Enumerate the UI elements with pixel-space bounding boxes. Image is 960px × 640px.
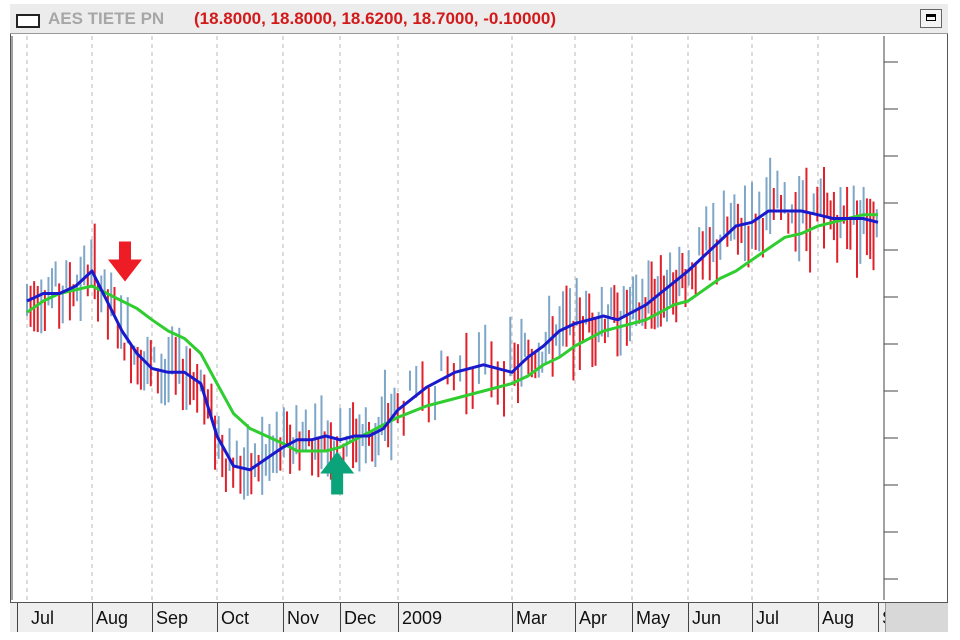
x-tick-label: Jun xyxy=(688,603,751,632)
chart-window xyxy=(10,4,948,632)
grid-lines xyxy=(26,36,819,600)
x-tick-label: May xyxy=(632,603,687,632)
x-tick-label: Mar xyxy=(512,603,574,632)
x-tick-label: Aug xyxy=(92,603,151,632)
x-tick-label: Oct xyxy=(217,603,282,632)
sell-arrow-icon xyxy=(108,241,142,282)
x-tick-label: Nov xyxy=(283,603,339,632)
x-tick-label: Sep xyxy=(152,603,216,632)
price-bars xyxy=(26,157,878,500)
x-tick-label: Jul xyxy=(752,603,817,632)
x-tick-label: Apr xyxy=(575,603,631,632)
x-tick-label: Dec xyxy=(340,603,397,632)
chart-title-bar: AES TIETE PN (18.8000, 18.8000, 18.6200,… xyxy=(10,4,948,34)
x-axis-scrollbar[interactable] xyxy=(885,603,948,632)
x-tick-label: 2009 xyxy=(398,603,512,632)
fast_ma-line xyxy=(26,209,879,472)
x-tick-label: Jul xyxy=(17,603,90,632)
restore-icon xyxy=(926,14,936,21)
chart-title: AES TIETE PN xyxy=(48,9,165,28)
x-tick-label: Aug xyxy=(818,603,877,632)
buy-arrow-icon xyxy=(320,451,355,495)
y-axis xyxy=(11,36,898,600)
ohlc-readout: (18.8000, 18.8000, 18.6200, 18.7000, -0.… xyxy=(194,9,557,28)
window-icon xyxy=(16,14,40,28)
signal-arrows xyxy=(108,241,355,495)
slow_ma-line xyxy=(26,213,878,453)
restore-window-button[interactable] xyxy=(920,9,942,28)
moving-averages xyxy=(26,209,879,472)
x-axis: Jul Aug Sep Oct Nov Dec 2009 Mar Apr May Jun Jul Aug… xyxy=(10,602,948,632)
